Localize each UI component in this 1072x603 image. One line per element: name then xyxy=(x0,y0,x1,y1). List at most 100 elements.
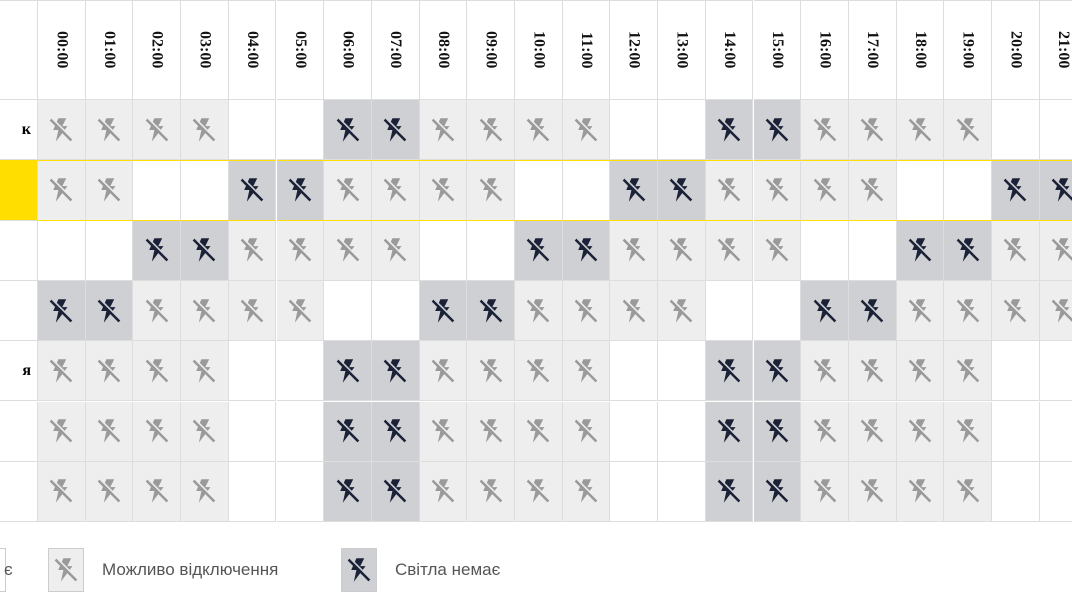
cell xyxy=(181,100,229,161)
legend-icon xyxy=(0,548,6,592)
cell xyxy=(848,100,897,161)
cell xyxy=(324,280,372,342)
hour-header: 14:00 xyxy=(705,0,754,100)
cell xyxy=(896,280,945,342)
cell xyxy=(753,461,802,523)
hour-header: 09:00 xyxy=(467,0,515,100)
cell xyxy=(658,341,706,402)
cell xyxy=(38,100,86,161)
row-label: к xyxy=(0,100,38,161)
legend-icon xyxy=(48,548,84,592)
cell xyxy=(753,220,802,281)
hour: 19:00 xyxy=(959,31,977,69)
cell xyxy=(38,220,86,281)
cell xyxy=(753,341,802,402)
hour: 00:00 xyxy=(53,31,71,69)
cell xyxy=(85,100,134,161)
cell xyxy=(1039,341,1072,402)
cell xyxy=(896,220,945,281)
cell xyxy=(133,220,182,281)
hour-header: 04:00 xyxy=(228,0,277,100)
cell xyxy=(992,461,1040,523)
cell xyxy=(944,461,992,523)
cell xyxy=(276,280,325,342)
cell xyxy=(228,100,277,161)
hour-header: 21:00 xyxy=(1039,0,1072,100)
cell xyxy=(944,160,992,221)
hour: 20:00 xyxy=(1007,31,1025,69)
row-label xyxy=(0,220,38,281)
legend-label: є xyxy=(4,560,13,579)
cell xyxy=(848,461,897,523)
cell xyxy=(228,220,277,281)
cell xyxy=(992,220,1040,281)
cell xyxy=(705,100,754,161)
cell xyxy=(896,100,945,161)
cell xyxy=(515,220,563,281)
cell xyxy=(38,280,86,342)
hour: 11:00 xyxy=(578,31,596,69)
cell xyxy=(515,100,563,161)
hour-header: 13:00 xyxy=(658,0,706,100)
cell xyxy=(371,461,420,523)
cell xyxy=(276,100,325,161)
cell xyxy=(562,160,611,221)
cell xyxy=(658,220,706,281)
hour: 07:00 xyxy=(387,31,405,69)
hour-header: 16:00 xyxy=(801,0,849,100)
cell xyxy=(371,401,420,462)
cell xyxy=(658,160,706,221)
cell xyxy=(992,280,1040,342)
row-label xyxy=(0,280,38,342)
cell xyxy=(658,280,706,342)
hour: 12:00 xyxy=(625,31,643,69)
cell xyxy=(1039,401,1072,462)
cell xyxy=(133,280,182,342)
cell xyxy=(38,160,86,221)
row-label: я xyxy=(0,341,38,402)
cell xyxy=(419,220,468,281)
cell xyxy=(801,100,849,161)
cell xyxy=(515,280,563,342)
cell xyxy=(371,220,420,281)
hour-header: 15:00 xyxy=(753,0,802,100)
hour-header: 11:00 xyxy=(562,0,611,100)
cell xyxy=(419,401,468,462)
cell xyxy=(562,401,611,462)
cell xyxy=(992,341,1040,402)
hour: 02:00 xyxy=(148,31,166,69)
hour: 03:00 xyxy=(196,31,214,69)
cell xyxy=(658,461,706,523)
cell xyxy=(1039,100,1072,161)
cell xyxy=(753,280,802,342)
cell xyxy=(992,100,1040,161)
cell xyxy=(753,160,802,221)
cell xyxy=(801,220,849,281)
cell xyxy=(181,461,229,523)
cell xyxy=(562,220,611,281)
hour: 10:00 xyxy=(530,31,548,69)
cell xyxy=(228,160,277,221)
cell xyxy=(705,220,754,281)
cell xyxy=(1039,220,1072,281)
cell xyxy=(896,461,945,523)
cell xyxy=(1039,160,1072,221)
cell xyxy=(85,220,134,281)
cell xyxy=(992,401,1040,462)
cell xyxy=(515,341,563,402)
cell xyxy=(467,160,515,221)
row-label xyxy=(0,461,38,523)
cell xyxy=(1039,461,1072,523)
cell xyxy=(896,341,945,402)
cell xyxy=(610,220,659,281)
cell xyxy=(705,341,754,402)
cell xyxy=(515,160,563,221)
cell xyxy=(371,341,420,402)
cell xyxy=(896,160,945,221)
cell xyxy=(276,401,325,462)
cell xyxy=(944,280,992,342)
row-label xyxy=(0,160,38,221)
cell xyxy=(85,401,134,462)
cell xyxy=(848,220,897,281)
